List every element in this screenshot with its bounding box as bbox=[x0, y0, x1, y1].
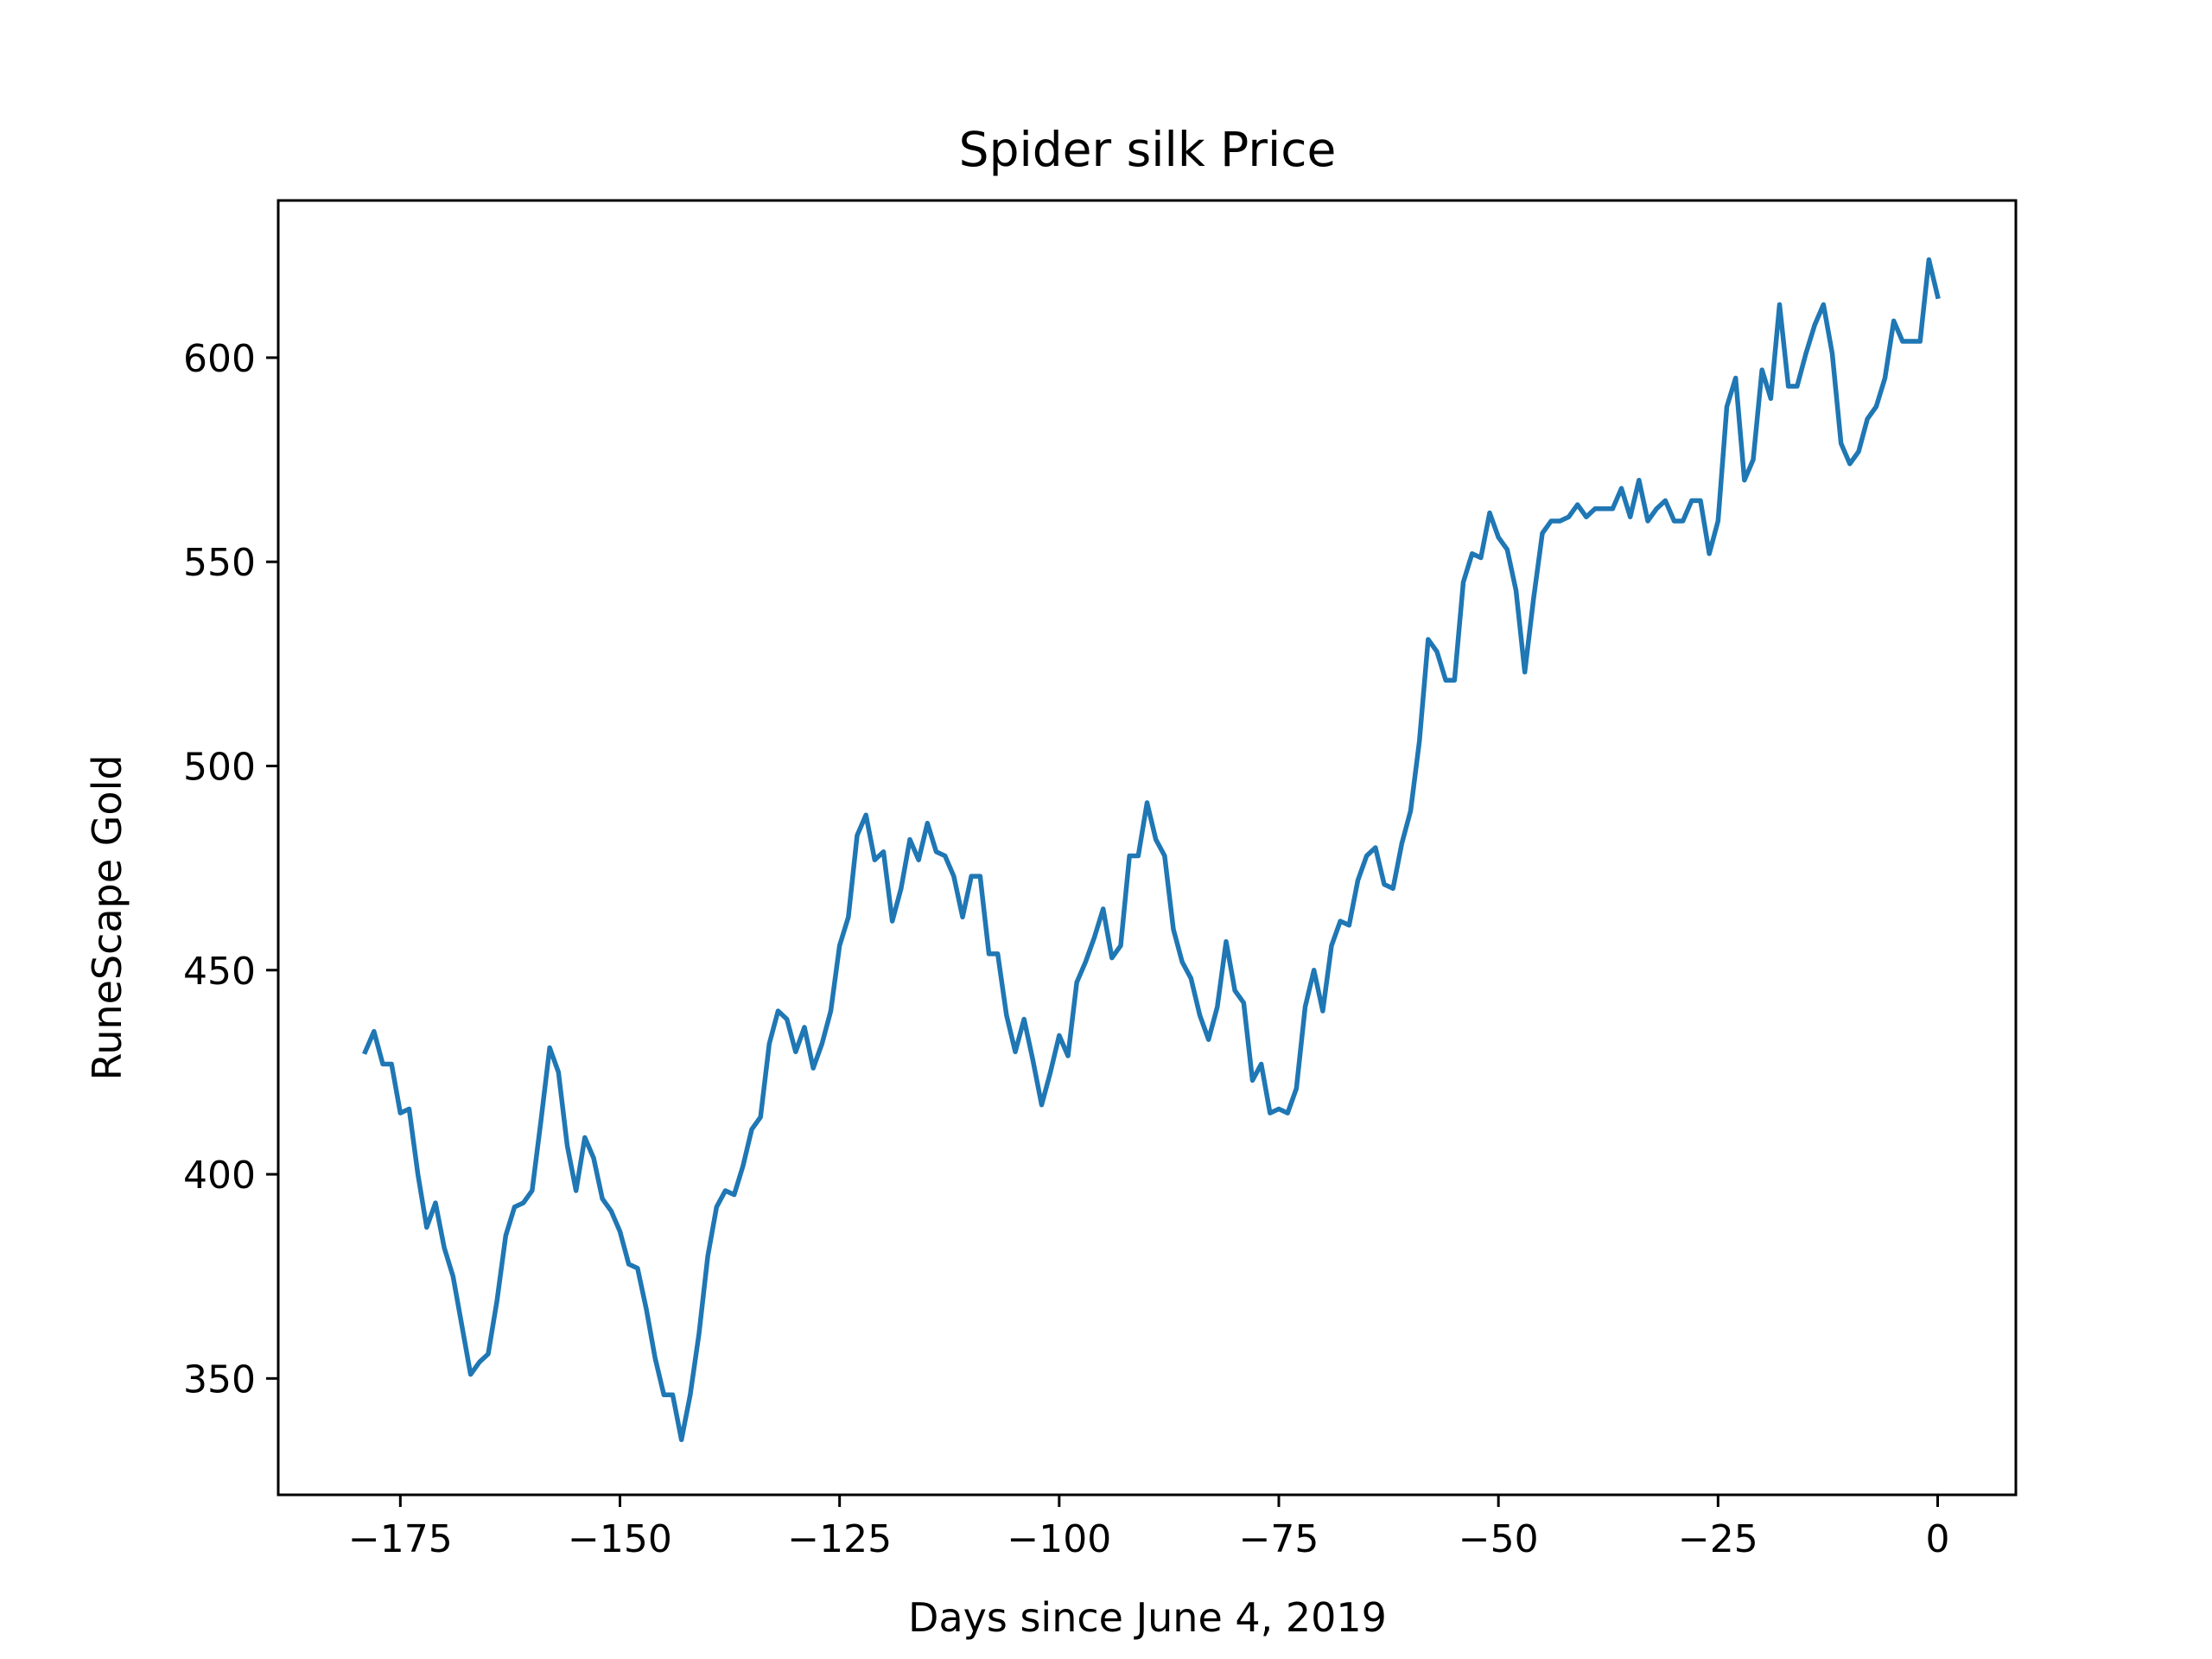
plot-area bbox=[276, 199, 2018, 1497]
y-tick-label: 500 bbox=[183, 745, 256, 789]
x-tick-label: −25 bbox=[1678, 1517, 1758, 1561]
x-tick-label: −50 bbox=[1459, 1517, 1539, 1561]
y-tick-label: 550 bbox=[183, 541, 256, 585]
y-tick-label: 400 bbox=[183, 1154, 256, 1198]
y-tick-label: 350 bbox=[183, 1357, 256, 1402]
x-tick-label: −150 bbox=[568, 1517, 672, 1561]
series-line bbox=[362, 257, 1941, 1442]
x-axis: −175 −150 −125 −100 −75 −50 −25 0 bbox=[348, 1495, 1950, 1561]
x-tick-label: −100 bbox=[1007, 1517, 1111, 1561]
chart-title: Spider silk Price bbox=[959, 122, 1337, 177]
x-tick-label: −75 bbox=[1239, 1517, 1319, 1561]
y-tick-label: 450 bbox=[183, 950, 256, 994]
x-tick-label: −125 bbox=[787, 1517, 892, 1561]
y-tick-label: 600 bbox=[183, 337, 256, 381]
x-tick-label: 0 bbox=[1926, 1517, 1950, 1561]
x-axis-label: Days since June 4, 2019 bbox=[908, 1594, 1387, 1641]
axes-frame bbox=[276, 199, 2018, 1497]
y-axis: 350 400 450 500 550 600 bbox=[183, 337, 278, 1402]
x-tick-label: −175 bbox=[348, 1517, 453, 1561]
y-axis-label: RuneScape Gold bbox=[84, 754, 130, 1080]
